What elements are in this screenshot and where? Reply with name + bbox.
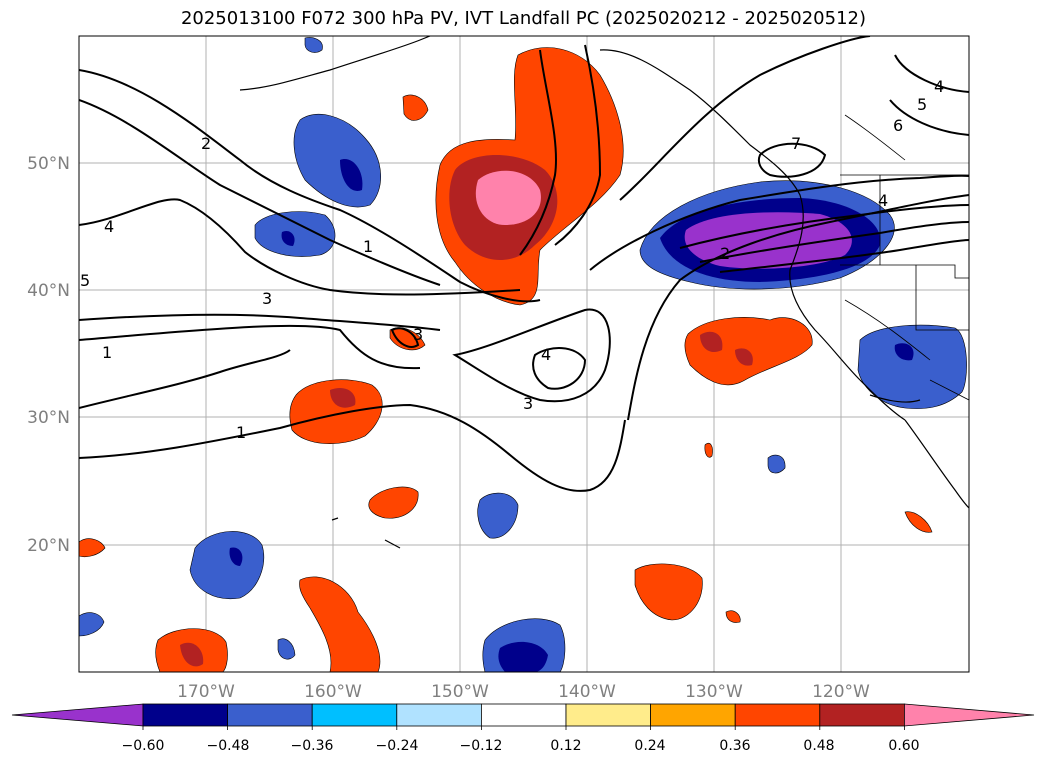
contour-label: 3 xyxy=(413,325,423,344)
colorbar-segment xyxy=(480,703,567,727)
lon-tick-label: 170°W xyxy=(177,682,235,702)
longitude-labels: 170°W 160°W 150°W 140°W 130°W 120°W xyxy=(177,682,870,702)
contour-label: 7 xyxy=(791,134,801,153)
colorbar-tick-label: −0.24 xyxy=(376,738,419,754)
colorbar-tick-label: −0.12 xyxy=(460,738,503,754)
contour-label: 6 xyxy=(893,116,903,135)
contour-label: 4 xyxy=(104,217,114,236)
contour-label: 4 xyxy=(934,77,944,96)
contour-label: 4 xyxy=(878,191,888,210)
colorbar-tick-label: 0.60 xyxy=(888,738,919,754)
ivt-contours xyxy=(79,36,969,492)
lon-tick-label: 160°W xyxy=(304,682,362,702)
lon-tick-label: 120°W xyxy=(812,682,870,702)
coastlines xyxy=(239,36,969,549)
contour-label: 2 xyxy=(720,244,730,263)
colorbar xyxy=(11,703,1035,730)
colorbar-tick-label: 0.12 xyxy=(550,738,581,754)
contour-label: 5 xyxy=(80,271,90,290)
colorbar-segment xyxy=(650,703,736,727)
lat-tick-label: 20°N xyxy=(27,536,70,556)
page-title: 2025013100 F072 300 hPa PV, IVT Landfall… xyxy=(180,8,867,29)
map-frame xyxy=(78,35,970,673)
lon-tick-label: 150°W xyxy=(431,682,489,702)
colorbar-tick-label: −0.60 xyxy=(122,738,165,754)
lon-tick-label: 130°W xyxy=(685,682,743,702)
lat-tick-label: 30°N xyxy=(27,408,70,428)
colorbar-segment xyxy=(734,703,821,727)
lat-tick-label: 50°N xyxy=(27,154,70,174)
latitude-labels: 50°N 40°N 30°N 20°N xyxy=(27,154,70,556)
colorbar-extend-max xyxy=(904,703,1035,727)
contour-label: 2 xyxy=(201,134,211,153)
contour-label: 5 xyxy=(917,95,927,114)
colorbar-segment xyxy=(396,703,482,727)
pv-positive-anomalies xyxy=(79,47,933,672)
colorbar-segment xyxy=(142,703,228,727)
colorbar-segment xyxy=(227,703,313,727)
colorbar-tick-label: 0.36 xyxy=(719,738,750,754)
lat-tick-label: 40°N xyxy=(27,281,70,301)
colorbar-tick-label: −0.48 xyxy=(207,738,250,754)
colorbar-tick-label: 0.48 xyxy=(803,738,834,754)
colorbar-segment xyxy=(819,703,905,727)
colorbar-tick-labels: −0.60 −0.48 −0.36 −0.24 −0.12 0.12 0.24 … xyxy=(122,738,920,754)
contour-label: 1 xyxy=(102,343,112,362)
contour-label: 4 xyxy=(541,345,551,364)
contour-label: 1 xyxy=(236,423,246,442)
contour-labels: 1 1 1 2 2 3 3 3 4 4 4 5 6 7 4 5 xyxy=(80,77,944,442)
map-area: 1 1 1 2 2 3 3 3 4 4 4 5 6 7 4 5 xyxy=(79,36,969,672)
colorbar-tick-label: −0.36 xyxy=(291,738,334,754)
contour-label: 3 xyxy=(523,394,533,413)
contour-label: 1 xyxy=(363,237,373,256)
contour-label: 3 xyxy=(262,289,272,308)
colorbar-segment xyxy=(565,703,651,727)
colorbar-segment xyxy=(311,703,398,727)
political-boundaries xyxy=(840,114,969,401)
colorbar-extend-min xyxy=(11,703,144,727)
colorbar-tick-label: 0.24 xyxy=(634,738,665,754)
lon-tick-label: 140°W xyxy=(558,682,616,702)
